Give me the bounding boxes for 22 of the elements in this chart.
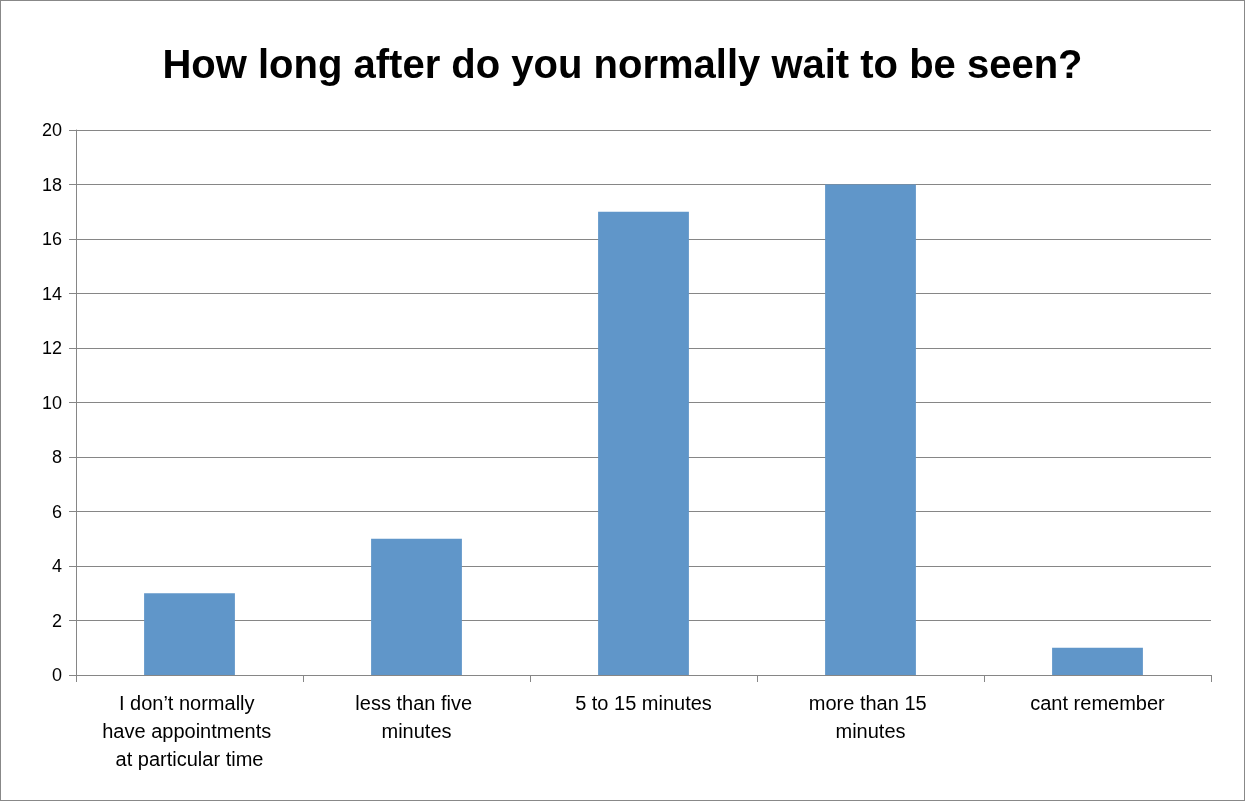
x-tick-label: less than five minutes	[355, 692, 478, 742]
x-tick-label: cant remember	[1030, 692, 1166, 714]
x-tick-label: I don’t normally have appointments at particular time	[102, 692, 277, 770]
x-tick-label: more than 15 minutes	[808, 692, 933, 742]
y-tick-label: 18	[41, 174, 62, 195]
y-tick-label: 8	[51, 447, 62, 467]
bar	[825, 184, 916, 675]
y-tick-label: 2	[51, 610, 62, 631]
bar	[144, 593, 235, 675]
y-tick-label: 16	[41, 229, 62, 249]
y-tick-label: 14	[41, 283, 62, 304]
chart-title: How long after do you normally wait to be seen?	[162, 42, 1083, 86]
bar	[371, 538, 462, 675]
y-tick-label: 12	[41, 338, 62, 358]
bar	[1052, 647, 1143, 675]
y-tick-label: 0	[51, 665, 62, 685]
y-tick-label: 20	[41, 120, 62, 140]
y-tick-label: 6	[51, 501, 62, 522]
y-tick-label: 10	[41, 392, 62, 413]
x-tick-label: 5 to 15 minutes	[575, 692, 712, 714]
bar	[598, 211, 689, 675]
y-tick-label: 4	[51, 556, 62, 576]
